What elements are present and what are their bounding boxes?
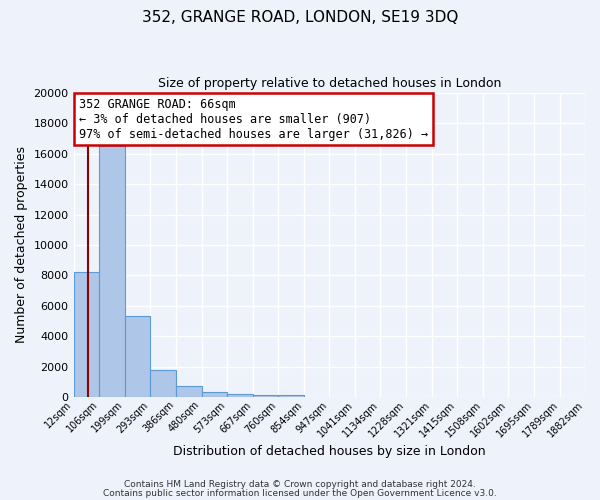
Bar (125, 316, 151, 397)
X-axis label: Distribution of detached houses by size in London: Distribution of detached houses by size … (173, 444, 485, 458)
Text: 352 GRANGE ROAD: 66sqm
← 3% of detached houses are smaller (907)
97% of semi-det: 352 GRANGE ROAD: 66sqm ← 3% of detached … (79, 98, 428, 140)
Y-axis label: Number of detached properties: Number of detached properties (15, 146, 28, 344)
Text: 352, GRANGE ROAD, LONDON, SE19 3DQ: 352, GRANGE ROAD, LONDON, SE19 3DQ (142, 10, 458, 25)
Text: Contains public sector information licensed under the Open Government Licence v3: Contains public sector information licen… (103, 488, 497, 498)
Bar (176, 386, 202, 397)
Bar (278, 394, 304, 397)
Title: Size of property relative to detached houses in London: Size of property relative to detached ho… (158, 78, 501, 90)
Text: Contains HM Land Registry data © Crown copyright and database right 2024.: Contains HM Land Registry data © Crown c… (124, 480, 476, 489)
Bar (253, 394, 278, 397)
Bar (202, 392, 227, 397)
Bar (74, 272, 99, 397)
Bar (151, 370, 176, 397)
Bar (99, 146, 125, 397)
Bar (227, 394, 253, 397)
